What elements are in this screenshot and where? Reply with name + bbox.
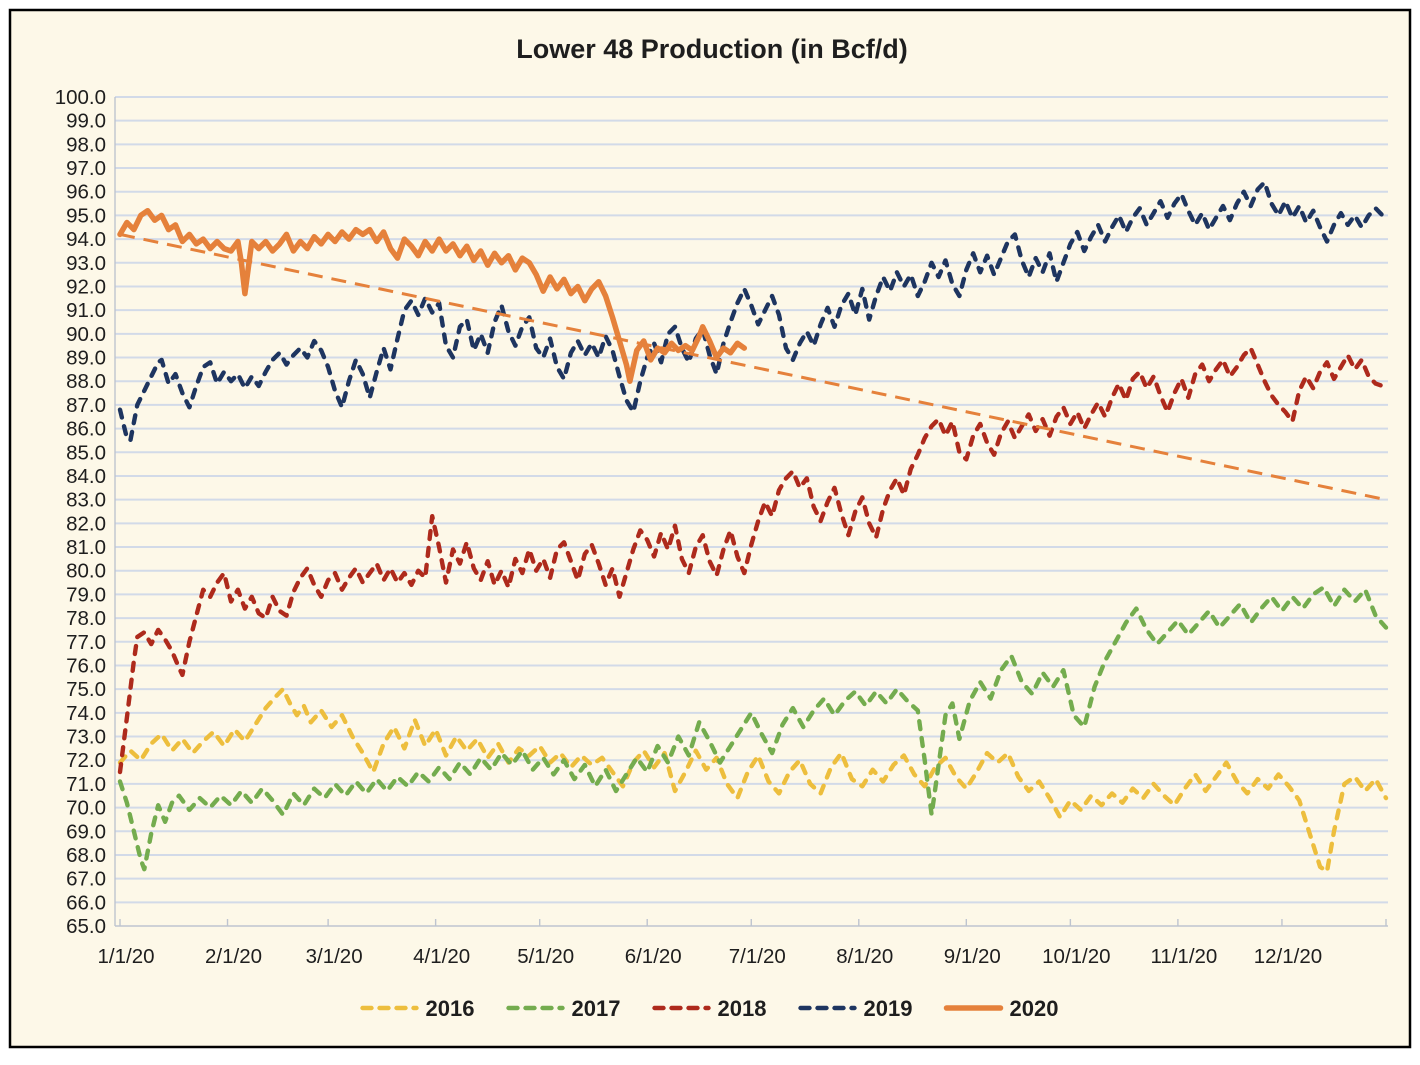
y-tick-label: 75.0 [66, 678, 106, 701]
x-tick-label: 8/1/20 [836, 945, 893, 968]
y-tick-label: 69.0 [66, 820, 106, 843]
x-tick-label: 10/1/20 [1042, 945, 1110, 968]
y-tick-label: 99.0 [66, 110, 106, 133]
y-tick-label: 66.0 [66, 891, 106, 914]
x-tick-label: 12/1/20 [1254, 945, 1322, 968]
x-tick-label: 5/1/20 [517, 945, 574, 968]
series-line-2016 [117, 686, 1389, 874]
y-tick-label: 71.0 [66, 773, 106, 796]
x-tick-label: 6/1/20 [625, 945, 682, 968]
y-tick-label: 72.0 [66, 749, 106, 772]
y-tick-label: 98.0 [66, 133, 106, 156]
x-tick-label: 1/1/20 [98, 945, 155, 968]
y-tick-label: 88.0 [66, 370, 106, 393]
y-tick-label: 81.0 [66, 536, 106, 559]
y-tick-label: 97.0 [66, 157, 106, 180]
x-tick-label: 11/1/20 [1150, 945, 1217, 968]
y-tick-label: 70.0 [66, 797, 106, 820]
x-tick-label: 3/1/20 [306, 945, 363, 968]
x-tick-label: 7/1/20 [729, 945, 786, 968]
y-tick-label: 79.0 [66, 583, 106, 606]
x-tick-label: 2/1/20 [205, 945, 262, 968]
gridlines [115, 96, 1388, 904]
y-tick-label: 95.0 [66, 204, 106, 227]
y-tick-label: 96.0 [66, 181, 106, 204]
y-tick-label: 90.0 [66, 323, 106, 346]
y-tick-label: 85.0 [66, 441, 106, 464]
y-tick-label: 86.0 [66, 418, 106, 441]
legend-label-2019: 2019 [864, 996, 913, 1021]
y-tick-label: 76.0 [66, 654, 106, 677]
axes [114, 97, 1388, 927]
y-tick-label: 65.0 [66, 915, 106, 938]
y-axis-labels: 65.066.067.068.069.070.071.072.073.074.0… [55, 86, 106, 938]
y-tick-label: 89.0 [66, 347, 106, 370]
y-tick-label: 82.0 [66, 512, 106, 535]
y-tick-label: 93.0 [66, 252, 106, 275]
y-tick-label: 83.0 [66, 489, 106, 512]
y-tick-label: 73.0 [66, 726, 106, 749]
series-line-2019 [117, 180, 1385, 443]
legend: 2016 2017 2018 2019 2020 [360, 996, 1059, 1021]
y-tick-label: 91.0 [66, 299, 106, 322]
y-tick-label: 68.0 [66, 844, 106, 867]
y-tick-label: 67.0 [66, 868, 106, 891]
legend-label-2016: 2016 [426, 996, 475, 1021]
legend-label-2020: 2020 [1010, 996, 1059, 1021]
legend-label-2017: 2017 [572, 996, 621, 1021]
x-tick-label: 4/1/20 [413, 945, 470, 968]
y-tick-label: 77.0 [66, 631, 106, 654]
chart-title: Lower 48 Production (in Bcf/d) [516, 34, 908, 64]
y-tick-label: 74.0 [66, 702, 106, 725]
series-line-2018 [117, 345, 1385, 775]
y-tick-label: 80.0 [66, 560, 106, 583]
legend-label-2018: 2018 [718, 996, 767, 1021]
data-series [117, 180, 1389, 874]
y-tick-label: 92.0 [66, 275, 106, 298]
y-tick-label: 78.0 [66, 607, 106, 630]
y-tick-label: 84.0 [66, 465, 106, 488]
series-line-2017 [117, 585, 1389, 872]
y-tick-label: 100.0 [55, 86, 106, 109]
y-tick-label: 94.0 [66, 228, 106, 251]
x-tick-label: 9/1/20 [944, 945, 1001, 968]
chart-background [8, 8, 1412, 1049]
x-axis-labels: 1/1/20 2/1/20 3/1/20 4/1/20 5/1/20 6/1/20 7/1/… [98, 945, 1323, 968]
y-tick-label: 87.0 [66, 394, 106, 417]
